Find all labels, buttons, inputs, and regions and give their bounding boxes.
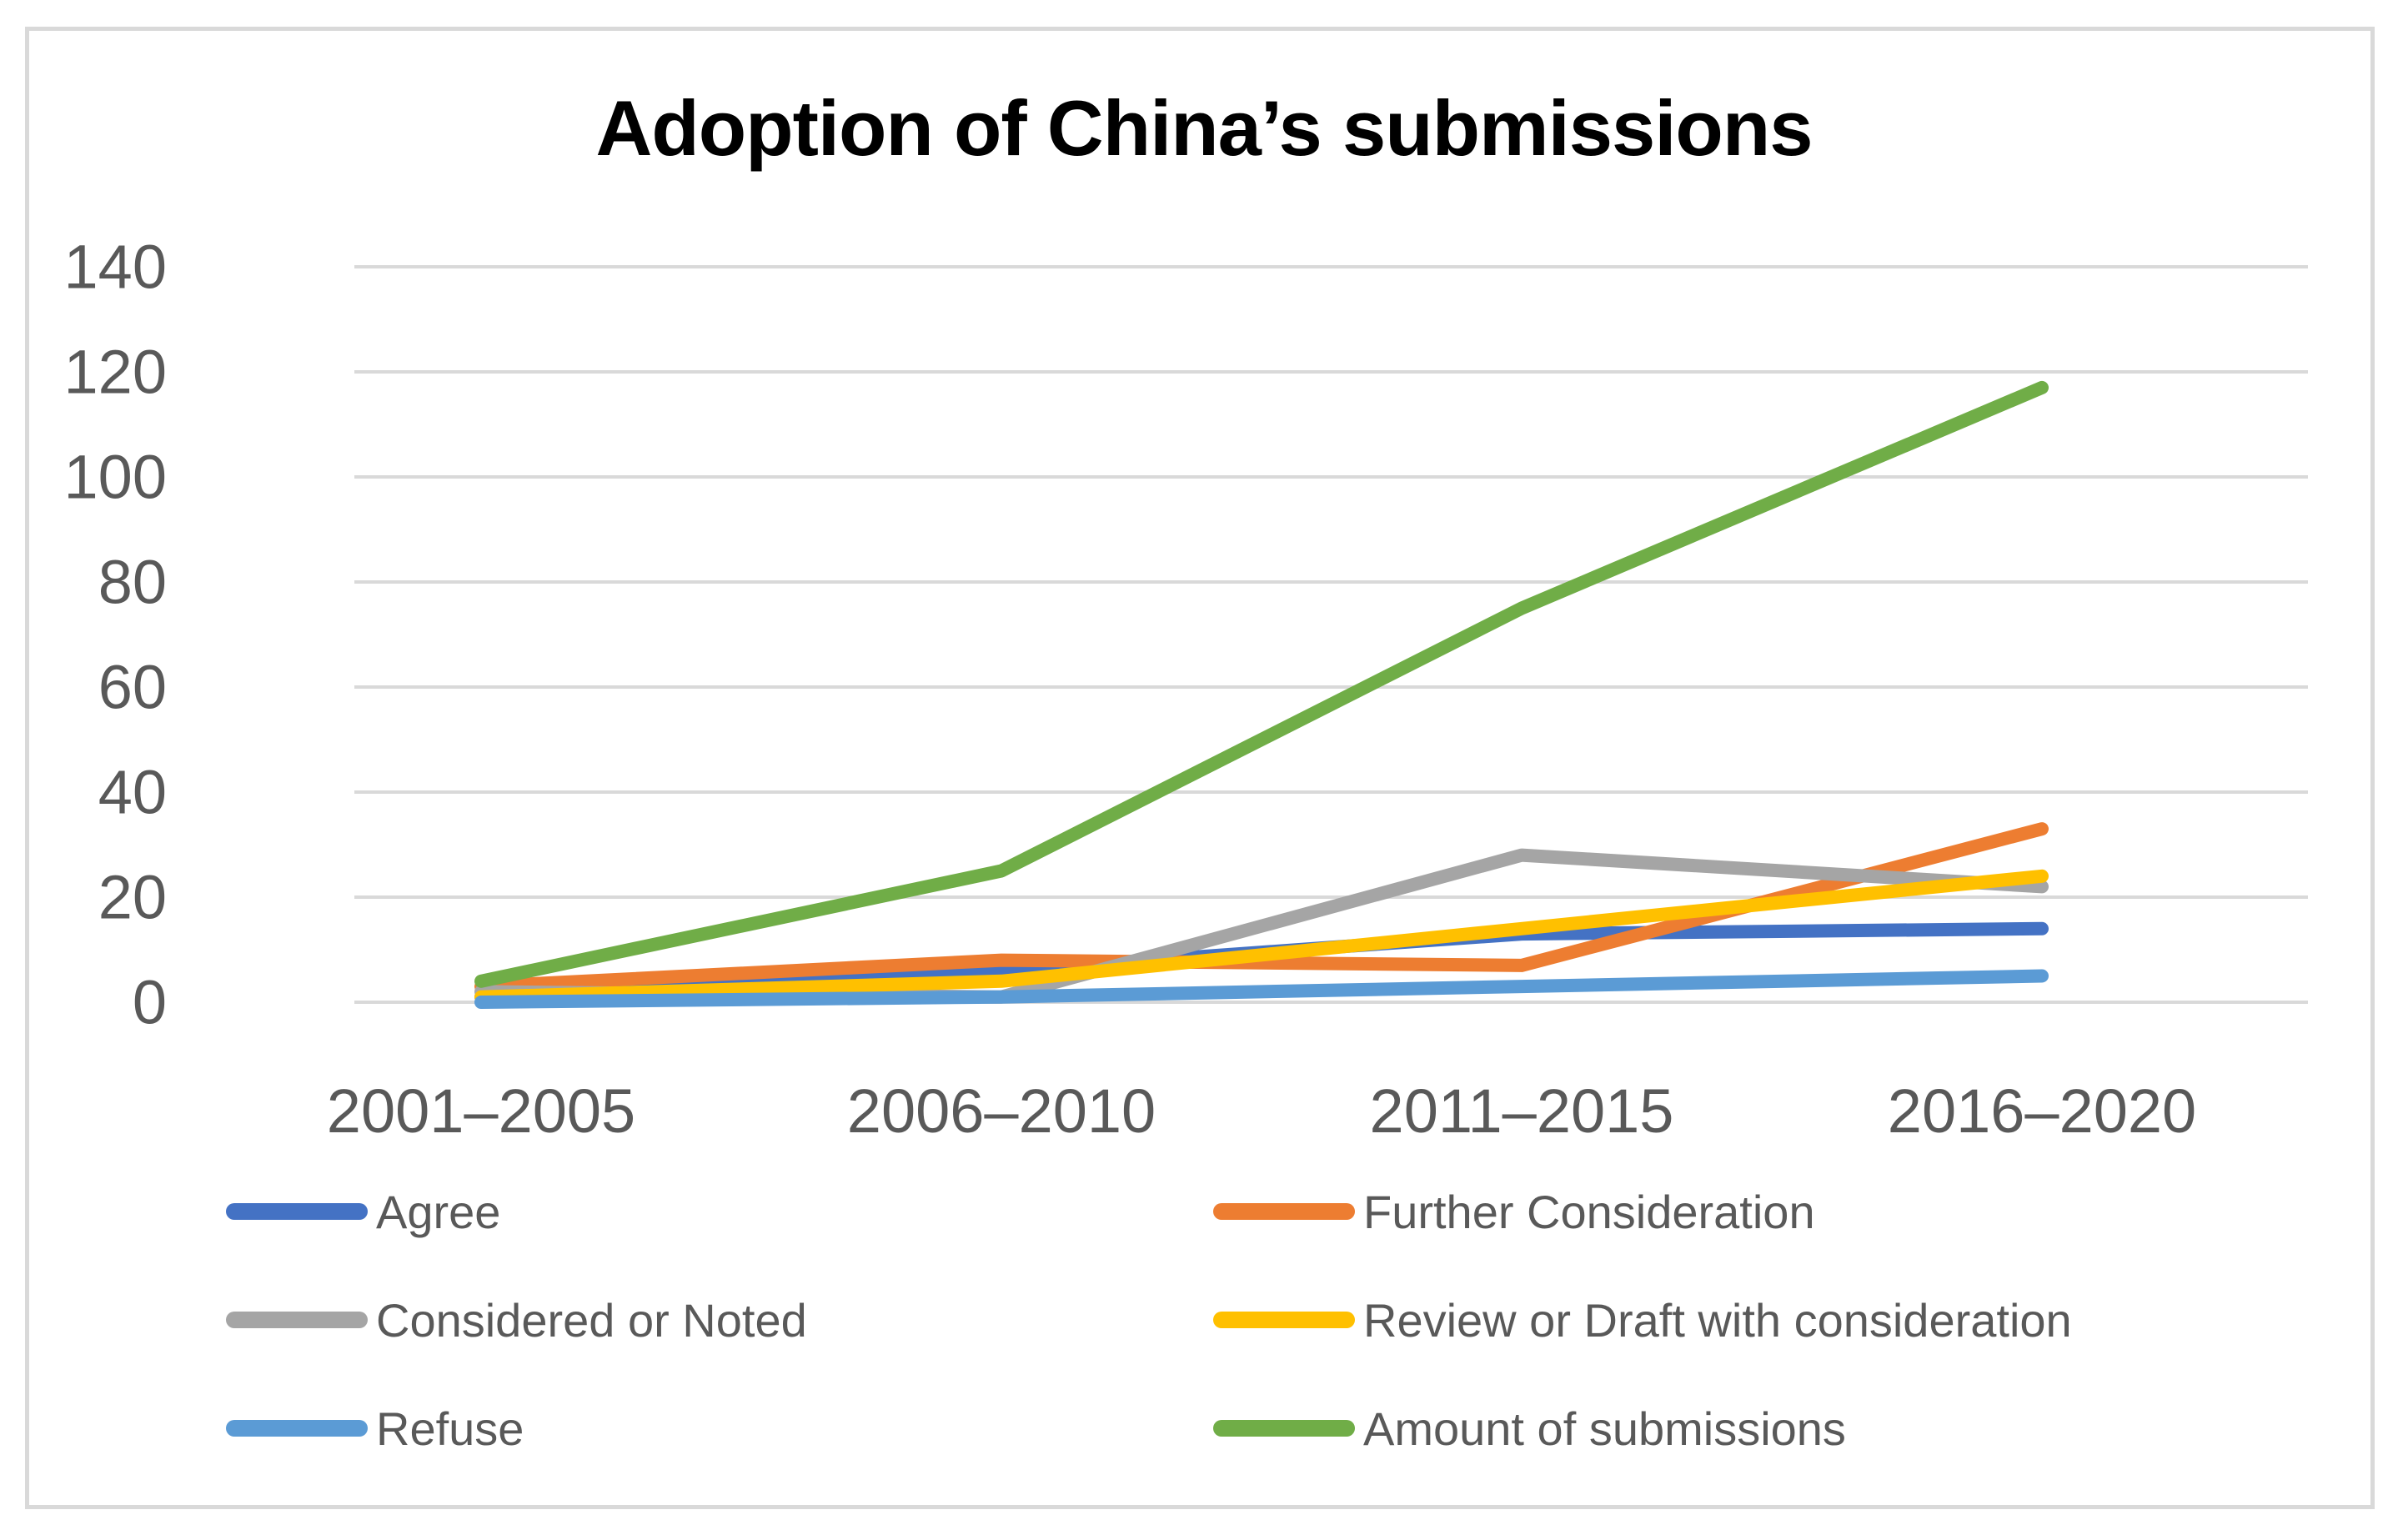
y-axis-tick-label: 120 <box>64 338 167 407</box>
series-line-refuse <box>474 969 2049 1009</box>
legend-swatch-icon <box>1213 1312 1355 1328</box>
legend-item-review-or-draft-with-consideration: Review or Draft with consideration <box>1213 1288 2072 1352</box>
x-axis-category-label: 2006–2010 <box>847 1076 1156 1146</box>
legend-label: Further Consideration <box>1363 1185 1815 1238</box>
legend-swatch-icon <box>1213 1203 1355 1220</box>
legend-label: Agree <box>376 1185 501 1238</box>
figure-border <box>25 27 2375 1509</box>
series-line-review-or-draft-with-consideration <box>474 869 2049 1004</box>
y-axis-tick-label: 40 <box>98 758 167 827</box>
legend-item-considered-or-noted: Considered or Noted <box>226 1288 807 1352</box>
legend-swatch-icon <box>226 1203 368 1220</box>
y-axis-tick-label: 80 <box>98 548 167 617</box>
legend-label: Refuse <box>376 1402 524 1455</box>
legend-swatch-icon <box>226 1420 368 1437</box>
x-axis-category-label: 2016–2020 <box>1888 1076 2196 1146</box>
y-axis-tick-label: 0 <box>133 968 167 1037</box>
series-line-further-consideration <box>474 822 2049 994</box>
y-axis-tick-label: 100 <box>64 443 167 512</box>
legend-swatch-icon <box>226 1312 368 1328</box>
series-line-amount-of-submissions <box>474 380 2049 988</box>
legend-label: Amount of submissions <box>1363 1402 1846 1455</box>
legend-label: Review or Draft with consideration <box>1363 1293 2072 1347</box>
legend-item-further-consideration: Further Consideration <box>1213 1180 1815 1243</box>
legend-item-refuse: Refuse <box>226 1397 524 1460</box>
y-axis-tick-label: 60 <box>98 653 167 722</box>
legend-item-agree: Agree <box>226 1180 500 1243</box>
legend-item-amount-of-submissions: Amount of submissions <box>1213 1397 1846 1460</box>
legend-swatch-icon <box>1213 1420 1355 1437</box>
legend-label: Considered or Noted <box>376 1293 807 1347</box>
x-axis-category-label: 2001–2005 <box>327 1076 635 1146</box>
chart-title: Adoption of China’s submissions <box>595 84 1813 172</box>
y-axis-tick-label: 20 <box>98 863 167 932</box>
y-axis-tick-label: 140 <box>64 233 167 302</box>
x-axis-category-label: 2011–2015 <box>1370 1076 1674 1146</box>
